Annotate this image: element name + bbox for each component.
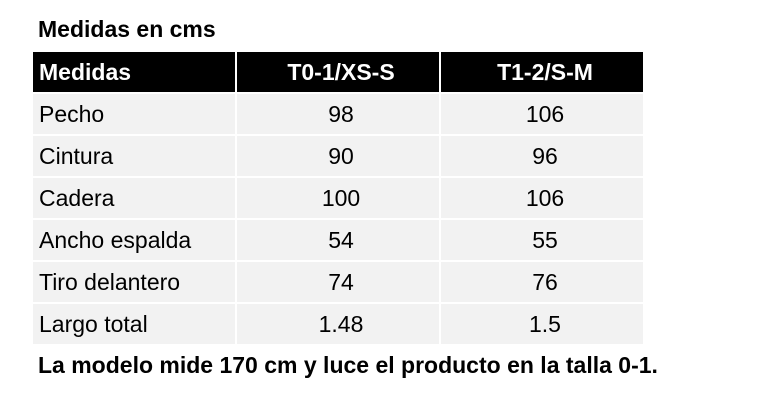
measure-label: Tiro delantero [33, 262, 235, 302]
table-row: Pecho 98 106 [33, 94, 643, 134]
measure-value: 98 [237, 94, 439, 134]
measure-label: Cintura [33, 136, 235, 176]
column-header: T0-1/XS-S [237, 52, 439, 92]
table-row: Largo total 1.48 1.5 [33, 304, 643, 344]
column-header: Medidas [33, 52, 235, 92]
measure-value: 100 [237, 178, 439, 218]
page-title: Medidas en cms [38, 16, 216, 42]
measure-value: 90 [237, 136, 439, 176]
measure-value: 106 [441, 94, 643, 134]
measure-value: 106 [441, 178, 643, 218]
measure-label: Cadera [33, 178, 235, 218]
measure-value: 76 [441, 262, 643, 302]
table-row: Cintura 90 96 [33, 136, 643, 176]
measure-value: 96 [441, 136, 643, 176]
measure-value: 55 [441, 220, 643, 260]
model-note: La modelo mide 170 cm y luce el producto… [38, 352, 658, 378]
measure-value: 1.5 [441, 304, 643, 344]
size-table: Medidas T0-1/XS-S T1-2/S-M Pecho 98 106 Cin… [31, 50, 645, 346]
measure-value: 74 [237, 262, 439, 302]
column-header: T1-2/S-M [441, 52, 643, 92]
table-row: Ancho espalda 54 55 [33, 220, 643, 260]
measure-value: 54 [237, 220, 439, 260]
measure-label: Ancho espalda [33, 220, 235, 260]
table-row: Cadera 100 106 [33, 178, 643, 218]
measure-label: Largo total [33, 304, 235, 344]
measure-value: 1.48 [237, 304, 439, 344]
table-row: Tiro delantero 74 76 [33, 262, 643, 302]
table-header-row: Medidas T0-1/XS-S T1-2/S-M [33, 52, 643, 92]
measure-label: Pecho [33, 94, 235, 134]
